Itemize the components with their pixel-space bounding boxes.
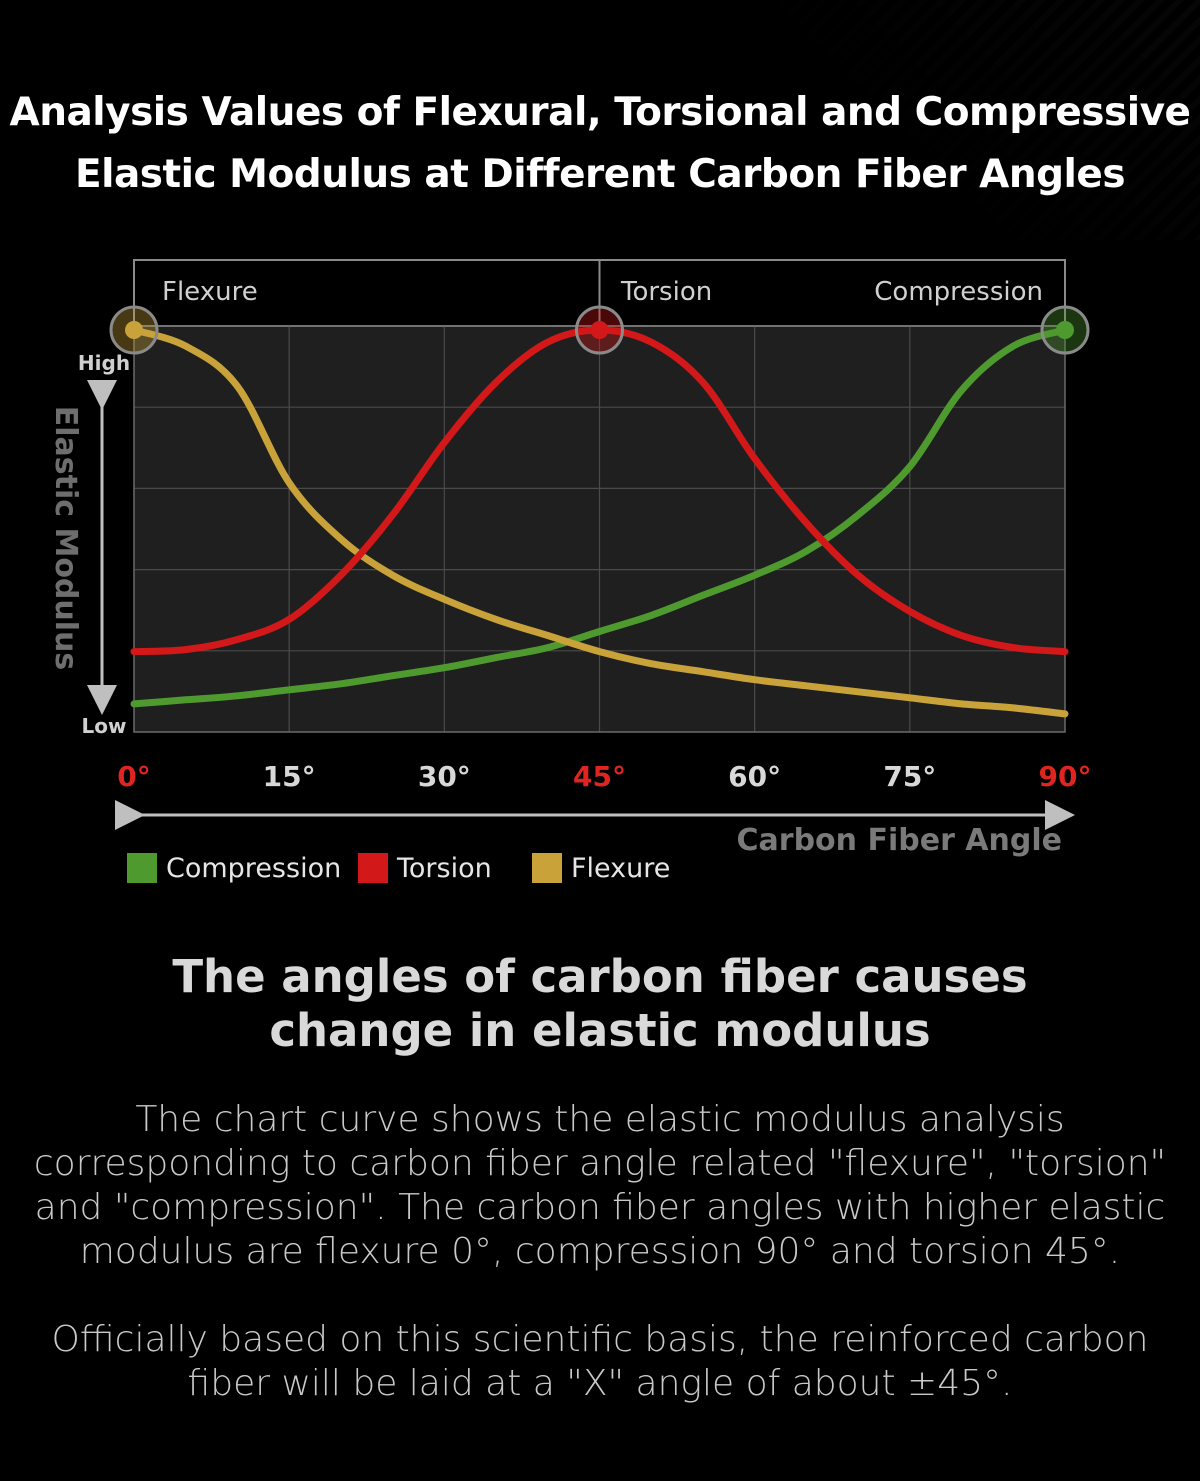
- x-tick-label: 15°: [263, 760, 316, 793]
- title-line-1: Analysis Values of Flexural, Torsional a…: [9, 90, 1191, 135]
- paragraph-1-line-3: and "compression". The carbon fiber angl…: [34, 1187, 1166, 1228]
- series-line-compression: [130, 326, 1069, 708]
- x-tick-label: 75°: [883, 760, 936, 793]
- headline-line-2: change in elastic modulus: [269, 1004, 931, 1057]
- header-label-flexure: Flexure: [162, 277, 258, 307]
- paragraph-2-line-2: fiber will be laid at a "X" angle of abo…: [187, 1363, 1013, 1404]
- legend-label-compression: Compression: [166, 853, 341, 884]
- legend-label-flexure: Flexure: [571, 853, 670, 884]
- header-label-torsion: Torsion: [620, 277, 712, 307]
- title-line-2: Elastic Modulus at Different Carbon Fibe…: [74, 152, 1126, 197]
- carbon-texture-decoration: [780, 0, 1200, 240]
- peak-marker-flexure: [125, 321, 143, 339]
- legend-swatch-compression: [127, 853, 157, 883]
- elastic-modulus-chart: Flexure Torsion Compression High Low Elastic …: [48, 259, 1092, 884]
- x-tick-label: 45°: [573, 760, 626, 793]
- x-tick-label: 90°: [1039, 760, 1092, 793]
- headline-line-1: The angles of carbon fiber causes: [172, 950, 1028, 1003]
- legend-swatch-flexure: [532, 853, 562, 883]
- y-axis-high-label: High: [78, 351, 130, 375]
- header-label-compression: Compression: [874, 277, 1043, 307]
- y-axis-title: Elastic Modulus: [48, 406, 83, 671]
- x-axis-title: Carbon Fiber Angle: [737, 823, 1062, 858]
- paragraph-1-line-4: modulus are flexure 0°, compression 90° …: [79, 1231, 1121, 1272]
- series-line-flexure: [130, 326, 1069, 718]
- page-title: Analysis Values of Flexural, Torsional a…: [0, 82, 1200, 206]
- legend-swatch-torsion: [358, 853, 388, 883]
- peak-marker-torsion: [590, 321, 609, 339]
- paragraph-1-line-1: The chart curve shows the elastic modulu…: [135, 1099, 1065, 1140]
- headline: The angles of carbon fiber causes change…: [0, 950, 1200, 1058]
- legend-label-torsion: Torsion: [396, 853, 492, 884]
- x-tick-label: 0°: [117, 760, 150, 793]
- paragraph-2-line-1: Officially based on this scientific basi…: [51, 1319, 1149, 1360]
- description-paragraph-2: Officially based on this scientific basi…: [0, 1318, 1200, 1406]
- description-paragraph-1: The chart curve shows the elastic modulu…: [0, 1098, 1200, 1274]
- paragraph-1-line-2: corresponding to carbon fiber angle rela…: [33, 1143, 1167, 1184]
- x-tick-label: 30°: [418, 760, 471, 793]
- description: The chart curve shows the elastic modulu…: [0, 1098, 1200, 1450]
- peak-marker-compression: [1056, 321, 1074, 339]
- x-tick-label: 60°: [728, 760, 781, 793]
- y-axis-low-label: Low: [82, 714, 127, 738]
